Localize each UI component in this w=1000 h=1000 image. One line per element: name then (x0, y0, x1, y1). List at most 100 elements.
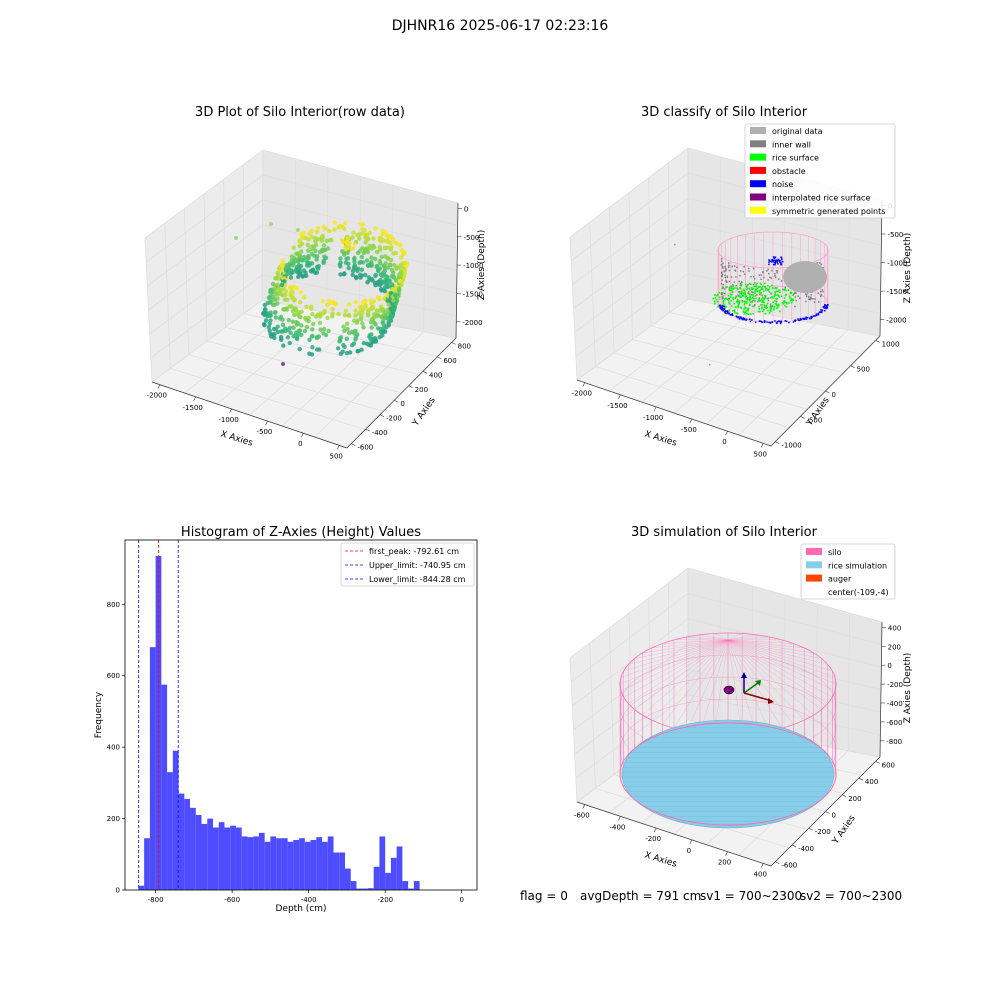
raw-point (391, 251, 396, 256)
classify-rice-surface-point (749, 299, 751, 301)
classify-rice-surface-point (776, 294, 779, 296)
classify-noise-point (739, 316, 742, 318)
raw-point (283, 292, 288, 298)
raw-point (332, 227, 337, 232)
raw-point (367, 230, 373, 236)
classify-rice-surface-point (759, 286, 761, 289)
histogram-bar (201, 823, 208, 890)
classify-legend-swatch (750, 166, 766, 174)
raw-point (297, 243, 302, 249)
raw-point (297, 300, 303, 305)
raw-point (368, 298, 373, 303)
classify-noise-point (802, 317, 804, 320)
classify-inner-wall-point (810, 297, 813, 300)
classify-rice-surface-point (751, 287, 753, 289)
simulation-x-axis-line (576, 801, 772, 867)
classify-rice-surface-point (732, 297, 734, 299)
classify-rice-surface-point (747, 308, 749, 311)
classify-rice-surface-point (745, 300, 748, 303)
raw-y-tick (394, 399, 399, 403)
raw-point (310, 345, 315, 350)
classify-inner-wall-point (761, 294, 763, 297)
raw-point (290, 284, 296, 290)
classify-rice-surface-point (733, 310, 736, 313)
raw-point (289, 254, 294, 259)
raw-point (359, 347, 364, 352)
simulation-z-axis-line (879, 621, 883, 758)
raw-point (310, 327, 315, 332)
simulation-x-tick-label: 200 (718, 859, 731, 867)
classify-rice-surface-point (751, 305, 754, 308)
raw-point (297, 346, 302, 352)
classify-legend-swatch (750, 153, 766, 161)
classify-noise-point (776, 260, 778, 262)
histogram-xlabel: Depth (cm) (275, 904, 326, 914)
classify-rice-surface-point (792, 294, 794, 297)
classify-inner-wall-point (742, 294, 745, 296)
classify-legend-swatch (750, 206, 766, 214)
classify-rice-surface-point (758, 305, 760, 308)
histogram-bar (270, 836, 277, 890)
simulation-legend-label: silo (828, 548, 842, 557)
raw-point (360, 321, 365, 326)
raw-point (291, 334, 296, 339)
simulation-z-tick-label: 0 (887, 662, 891, 670)
classify-rice-surface-point (788, 302, 790, 304)
classify-rice-surface-point (792, 298, 794, 301)
classify-floor-pane (577, 299, 880, 446)
raw-point (309, 229, 314, 234)
raw-point (373, 273, 378, 279)
classify-rice-surface-point (740, 307, 742, 309)
raw-point (345, 321, 350, 326)
classify-rice-surface-point (757, 310, 760, 313)
classify-rice-surface-point (735, 287, 737, 289)
classify-inner-wall-point (810, 294, 813, 296)
raw-point (341, 272, 347, 277)
raw-x-tick (336, 445, 340, 450)
simulation-axis-arrow-x (743, 692, 773, 702)
classify-rice-surface-point (772, 301, 775, 304)
classify-inner-wall-point (721, 297, 724, 300)
raw-point (388, 262, 393, 268)
classify-noise-point (817, 313, 819, 316)
simulation-y-tick-label: 0 (832, 812, 836, 820)
raw-point (338, 351, 343, 356)
histogram-bar (396, 846, 403, 890)
classify-inner-wall-point (752, 291, 754, 294)
classify-rice-surface-point (740, 290, 743, 292)
classify-rice-surface-point (715, 294, 718, 297)
classify-rice-surface-point (760, 283, 762, 286)
raw-point (392, 262, 397, 268)
raw-plot-ticks: -2000-1500-1000-5000500-600-400-20002004… (147, 205, 484, 460)
classify-inner-wall-point (774, 276, 777, 279)
classify-rice-surface-point (734, 311, 736, 314)
classify-rice-surface-point (746, 284, 749, 287)
classify-noise-point (779, 261, 781, 263)
raw-x-tick-label: -2000 (147, 392, 167, 400)
raw-point (301, 254, 307, 260)
raw-point (298, 314, 303, 320)
classify-inner-wall-point (733, 265, 736, 267)
raw-point (368, 336, 373, 342)
histogram-bar (345, 868, 351, 890)
histogram-bars (138, 556, 420, 890)
raw-point (401, 249, 406, 255)
classify-rice-surface-point (765, 307, 767, 310)
simulation-legend-label: rice simulation (828, 561, 887, 570)
classify-rice-surface-point (743, 289, 746, 292)
simulation-z-tick-label: 200 (888, 643, 901, 651)
classify-inner-wall-point (780, 280, 783, 282)
raw-point (336, 311, 341, 317)
raw-point (299, 323, 304, 328)
classify-inner-wall-point (774, 291, 776, 293)
classify-noise-point (768, 259, 771, 262)
raw-point (326, 328, 331, 334)
classify-inner-wall-point (766, 270, 768, 272)
raw-point (384, 324, 389, 330)
classify-noise-point (719, 304, 721, 306)
classify-inner-wall-point (735, 295, 738, 298)
histogram-bar (322, 841, 328, 890)
raw-point (315, 254, 320, 259)
classify-inner-wall-point (793, 293, 795, 295)
simulation-silo-roof-wire (623, 639, 729, 671)
